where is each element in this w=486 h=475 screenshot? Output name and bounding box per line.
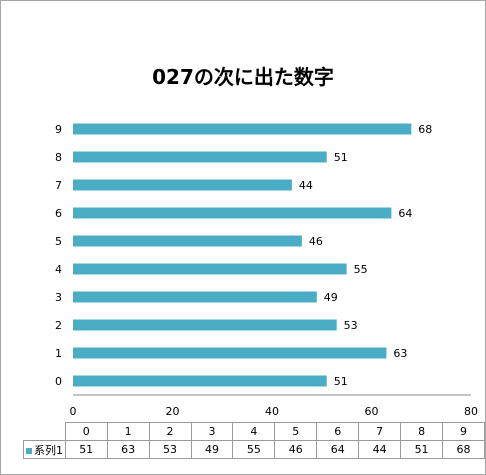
data-table-category: 2 [148,422,192,441]
data-label: 44 [299,179,313,192]
bar [73,319,337,331]
bar [73,263,347,275]
data-label: 63 [393,347,407,360]
data-table-value: 46 [274,440,318,459]
y-tick-label: 4 [55,263,62,276]
y-tick-label: 3 [55,291,62,304]
data-table-category: 5 [274,422,318,441]
data-label: 51 [334,375,348,388]
data-table-category: 9 [442,422,485,441]
data-table-category: 0 [64,422,108,441]
bar [73,375,327,387]
bar [73,235,302,247]
data-label: 64 [398,207,412,220]
y-tick-label: 9 [55,123,62,136]
data-table-series-row: 系列1 51 63 53 49 55 46 64 44 51 68 [23,440,485,459]
bar [73,179,292,191]
x-tick-label: 80 [464,405,478,418]
y-tick-label: 2 [55,319,62,332]
data-table-value: 49 [190,440,234,459]
data-table-value: 63 [106,440,150,459]
data-table-value: 44 [358,440,402,459]
x-tick-label: 0 [70,405,77,418]
bar [73,347,387,359]
data-table-value: 51 [400,440,444,459]
data-table-corner [23,422,66,441]
data-table-value: 51 [64,440,108,459]
data-table-value: 53 [148,440,192,459]
y-tick-label: 1 [55,347,62,360]
data-label: 49 [324,291,338,304]
bar [73,151,327,163]
x-tick-label: 60 [365,405,379,418]
data-table-value: 55 [232,440,276,459]
chart-title: 027の次に出た数字 [152,65,334,89]
plot-area: 0 20 40 60 800 511 632 533 494 555 466 647 448 519 68 [55,123,478,418]
data-label: 53 [344,319,358,332]
data-table-category: 4 [232,422,276,441]
bar [73,291,317,303]
x-tick-label: 40 [265,405,279,418]
legend-swatch [26,447,32,454]
y-tick-label: 8 [55,151,62,164]
data-label: 46 [309,235,323,248]
data-table-series-name: 系列1 [23,440,66,459]
y-tick-label: 5 [55,235,62,248]
bar [73,123,412,135]
data-label: 55 [354,263,368,276]
data-label: 68 [418,123,432,136]
data-table-category: 7 [358,422,402,441]
y-tick-label: 7 [55,179,62,192]
bar [73,207,392,219]
y-tick-label: 6 [55,207,62,220]
data-table-category: 1 [106,422,150,441]
x-tick-label: 20 [166,405,180,418]
y-tick-label: 0 [55,375,62,388]
data-table-category: 6 [316,422,360,441]
data-table-value: 68 [442,440,485,459]
data-label: 51 [334,151,348,164]
data-table-category: 8 [400,422,444,441]
data-table-category: 3 [190,422,234,441]
data-table-value: 64 [316,440,360,459]
